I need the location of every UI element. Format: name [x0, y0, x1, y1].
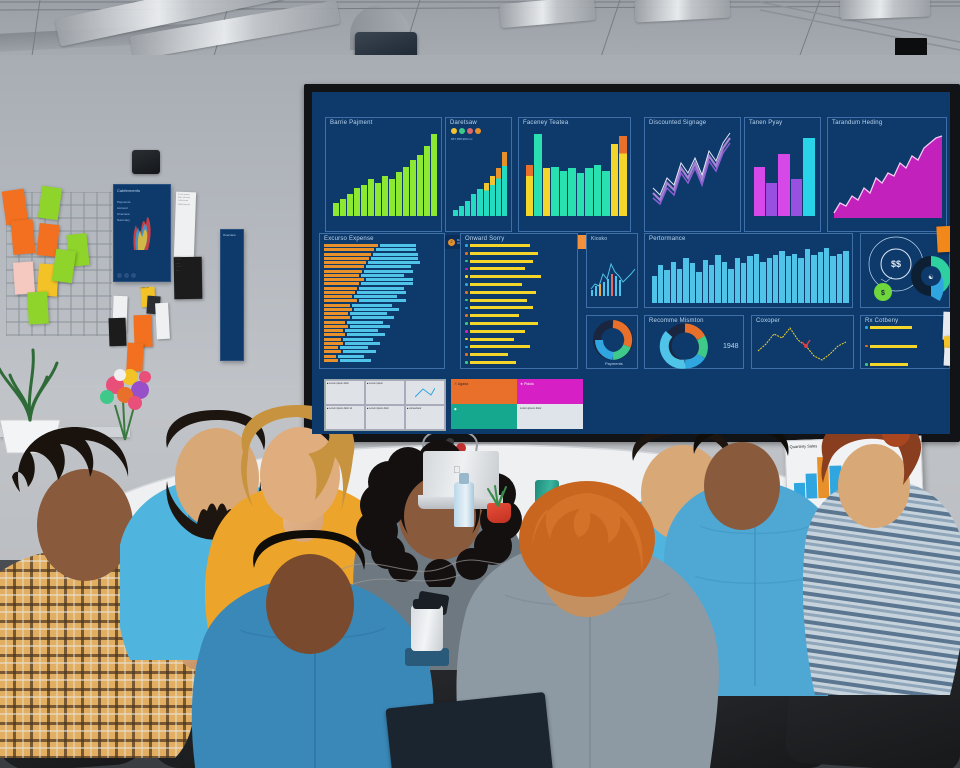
svg-text:1948: 1948 — [723, 343, 739, 350]
svg-text:☯: ☯ — [928, 274, 933, 281]
svg-text:$$: $$ — [891, 259, 901, 269]
svg-text:$: $ — [881, 290, 885, 297]
